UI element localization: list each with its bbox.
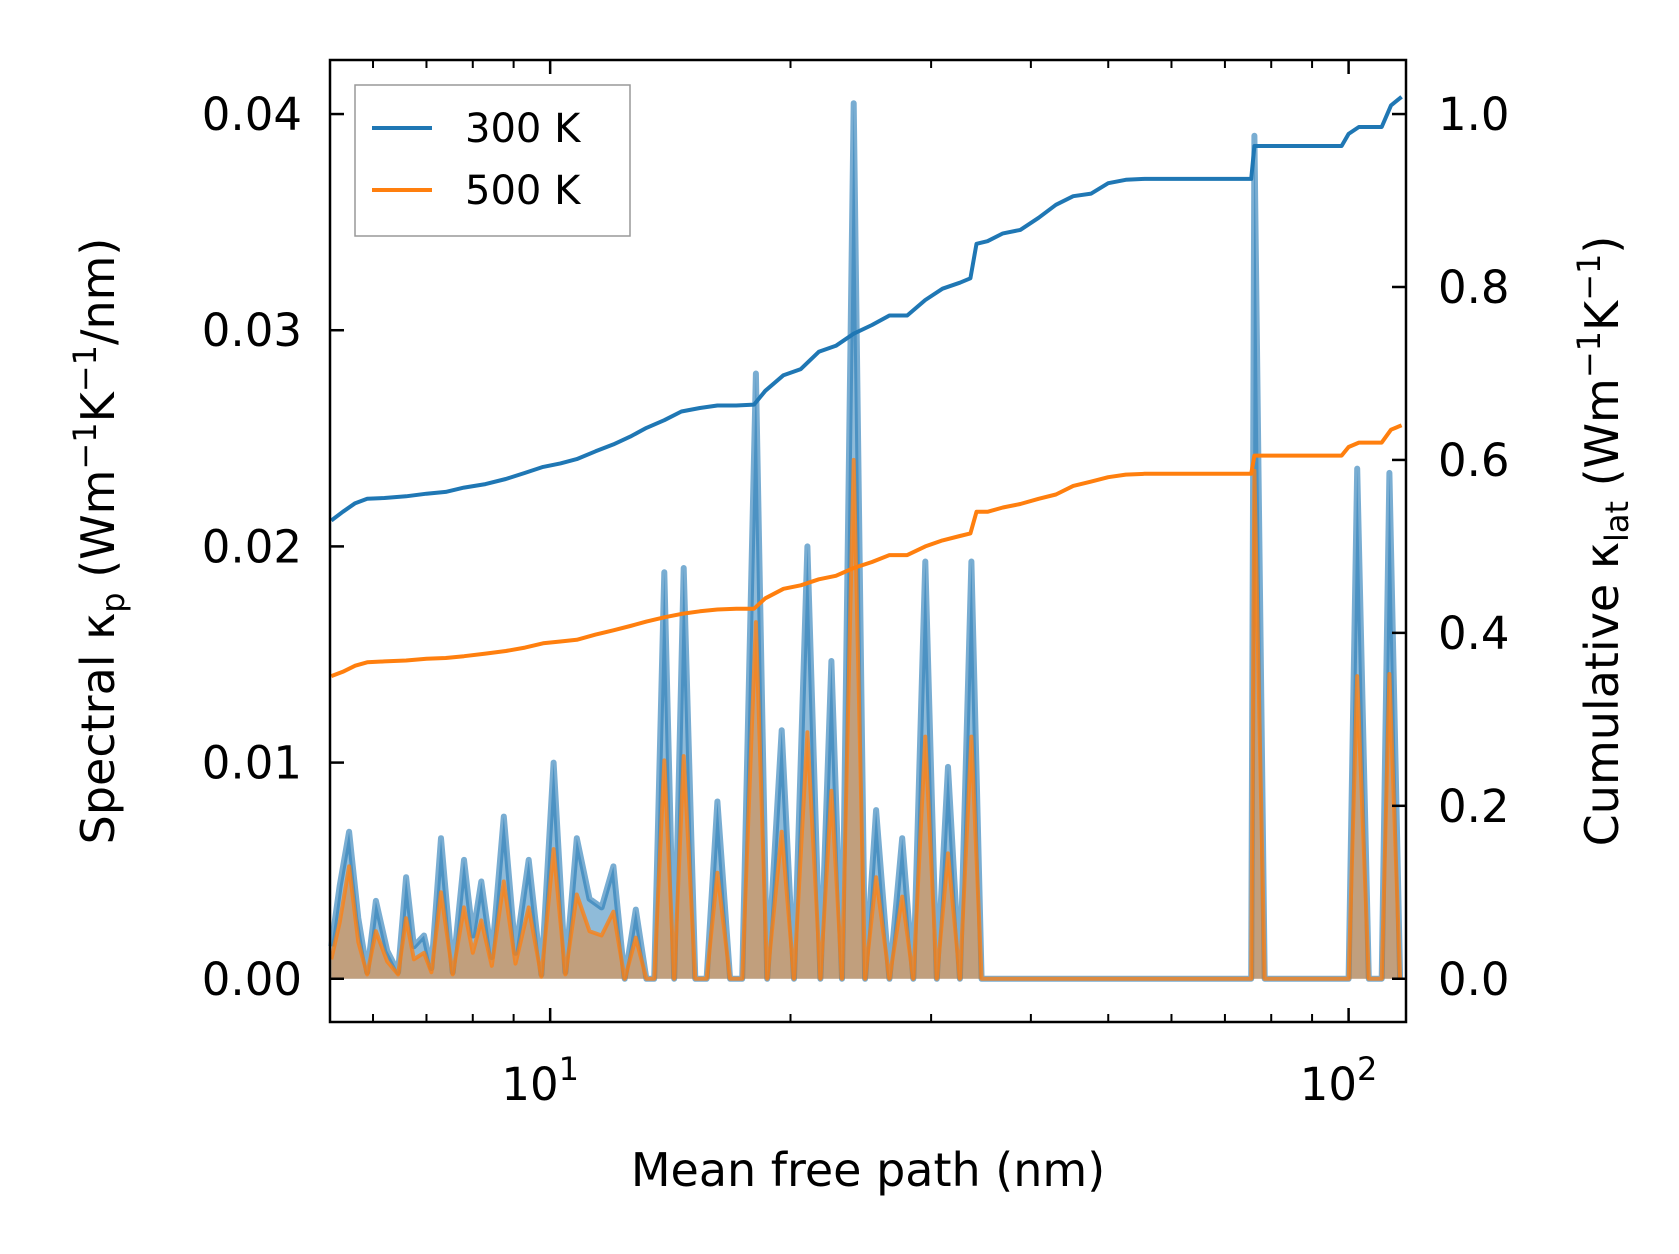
right-y-tick-label: 0.6	[1438, 434, 1510, 487]
right-axis-title-sub: lat	[1598, 501, 1636, 542]
left-y-tick-label: 0.03	[202, 304, 302, 357]
left-y-tick-label: 0.04	[202, 88, 302, 141]
cumulative-line-500k	[330, 423, 1403, 678]
left-axis-title-unit-post: /nm)	[71, 238, 125, 345]
left-axis-title-sub: p	[94, 592, 132, 612]
right-axis-title-unit-pre: (Wm	[1575, 378, 1629, 501]
right-axis-title-unit-mid: K	[1575, 299, 1629, 331]
right-axis-title-unit-post: )	[1575, 236, 1629, 254]
left-axis-title-unit-mid: K	[71, 390, 125, 422]
right-axis-title-sup2: −1	[1570, 254, 1608, 301]
right-y-tick-label: 0.2	[1438, 780, 1510, 833]
left-axis-title-unit-pre: (Wm	[71, 470, 125, 593]
left-axis-title-sup2: −1	[66, 345, 104, 392]
right-axis-title: Cumulative κlat (Wm−1K−1)	[1570, 236, 1636, 847]
right-y-tick-label: 0.0	[1438, 953, 1510, 1006]
plot-frame	[328, 58, 1408, 1024]
ticks-layer: 0.00 0.01 0.02 0.03 0.04 0.0 0.2 0.4 0.6 0.8 1.0 10…	[202, 60, 1510, 1111]
legend: 300 K 500 K	[354, 84, 631, 237]
legend-label-300k: 300 K	[465, 106, 582, 152]
left-y-tick-label: 0.01	[202, 737, 302, 790]
left-axis-title-sup1: −1	[66, 422, 104, 469]
right-axis-title-sup1: −1	[1570, 331, 1608, 378]
right-y-tick-label: 1.0	[1438, 88, 1510, 141]
left-axis-title: Spectral κp (Wm−1K−1/nm)	[66, 238, 132, 845]
cumulative-layer	[330, 95, 1403, 678]
spectral-line-500k	[329, 457, 1403, 981]
left-y-tick-label: 0.00	[202, 953, 302, 1006]
cumulative-line-300k	[330, 95, 1403, 523]
right-y-tick-label: 0.4	[1438, 607, 1510, 660]
left-y-tick-label: 0.02	[202, 520, 302, 573]
legend-label-500k: 500 K	[465, 168, 582, 214]
spectral-layer	[328, 100, 1404, 982]
x-tick-label: 101	[501, 1050, 579, 1111]
right-y-tick-label: 0.8	[1438, 261, 1510, 314]
legend-box	[354, 84, 631, 237]
right-axis-title-base: Cumulative κ	[1575, 542, 1629, 846]
x-tick-label: 102	[1300, 1050, 1378, 1111]
left-axis-title-base: Spectral κ	[71, 613, 125, 845]
x-axis-title: Mean free path (nm)	[631, 1143, 1105, 1197]
